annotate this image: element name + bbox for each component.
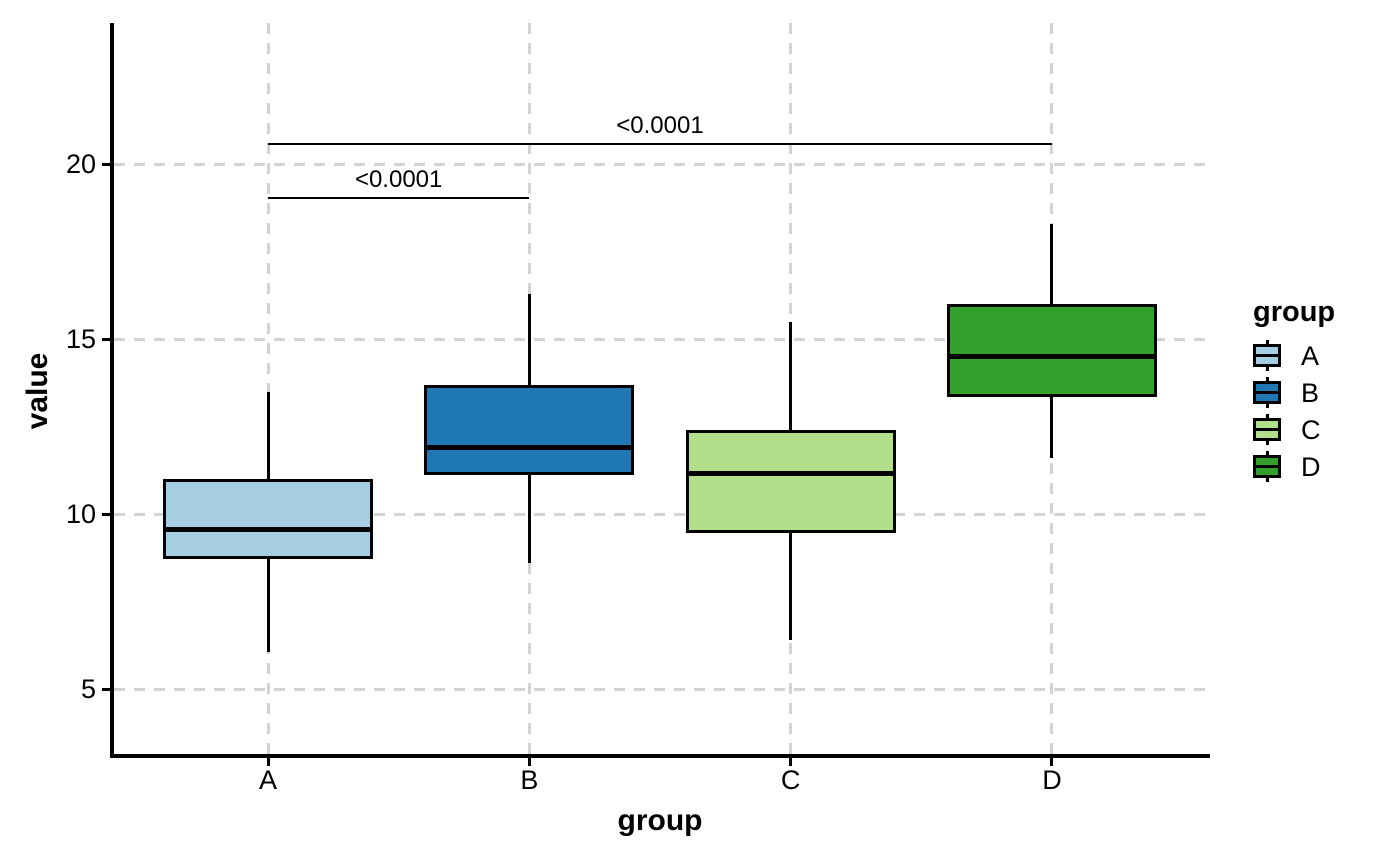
y-tick-label: 15	[65, 324, 96, 354]
gridline-horizontal	[114, 162, 1210, 166]
median-line	[163, 527, 373, 533]
legend-label: A	[1301, 340, 1320, 371]
median-line	[424, 445, 635, 450]
whisker-upper	[789, 321, 793, 432]
median-line	[946, 354, 1157, 359]
x-tick-mark	[789, 758, 793, 766]
boxplot-key-icon	[1253, 414, 1281, 445]
key-median	[1255, 391, 1279, 394]
significance-line	[268, 197, 530, 200]
x-tick-label: D	[1042, 765, 1062, 795]
gridline-horizontal	[114, 337, 1210, 341]
y-tick-label: 5	[80, 674, 96, 704]
whisker-upper	[266, 391, 270, 481]
whisker-lower	[266, 557, 270, 653]
x-tick-mark	[527, 758, 531, 766]
y-tick-label: 20	[65, 149, 96, 179]
whisker-lower	[1050, 395, 1054, 458]
x-axis-title: group	[617, 804, 703, 837]
boxplot-key-icon	[1253, 377, 1281, 408]
x-axis-line	[110, 754, 1210, 758]
whisker-lower	[789, 531, 793, 640]
y-tick-mark	[102, 512, 110, 516]
legend-label: B	[1301, 377, 1320, 408]
box-C	[685, 430, 896, 533]
legend-item-C: C	[1253, 411, 1399, 448]
x-tick-label: C	[780, 765, 801, 795]
significance-label: <0.0001	[616, 112, 704, 139]
key-median	[1255, 465, 1279, 468]
y-tick-mark	[102, 162, 110, 166]
x-tick-label: B	[520, 765, 539, 795]
x-tick-mark	[1050, 758, 1054, 766]
whisker-upper	[527, 293, 531, 387]
whisker-upper	[1050, 223, 1054, 306]
x-tick-mark	[266, 758, 270, 766]
legend-item-B: B	[1253, 374, 1399, 411]
y-tick-label: 10	[65, 499, 96, 529]
legend-item-A: A	[1253, 337, 1399, 374]
box-A	[163, 479, 373, 560]
legend-title: group	[1253, 296, 1336, 328]
y-tick-mark	[102, 337, 110, 341]
gridline-horizontal	[114, 687, 1210, 691]
box-B	[424, 384, 635, 476]
gridline-horizontal	[114, 512, 1210, 516]
median-line	[685, 471, 896, 477]
boxplot-key-icon	[1253, 340, 1281, 371]
y-tick-mark	[102, 687, 110, 691]
key-median	[1255, 428, 1279, 431]
legend-label: D	[1301, 451, 1321, 482]
y-axis-title: value	[21, 352, 54, 430]
gridline-vertical	[266, 23, 270, 754]
significance-line	[268, 143, 1052, 145]
x-tick-label: A	[258, 765, 277, 795]
legend-item-D: D	[1253, 448, 1399, 485]
legend-label: C	[1301, 414, 1321, 445]
whisker-lower	[527, 473, 531, 563]
key-median	[1255, 354, 1279, 357]
box-D	[946, 304, 1157, 397]
boxplot-key-icon	[1253, 451, 1281, 482]
y-axis-line	[110, 23, 114, 758]
significance-label: <0.0001	[354, 166, 443, 194]
